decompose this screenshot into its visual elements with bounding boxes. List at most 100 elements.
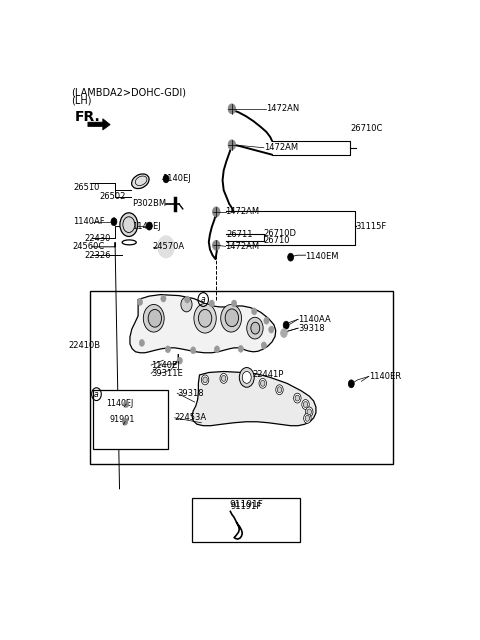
- Text: 26510: 26510: [73, 182, 99, 192]
- Circle shape: [213, 207, 220, 217]
- Text: 22410B: 22410B: [68, 341, 100, 350]
- Text: 26502: 26502: [99, 192, 125, 201]
- Circle shape: [209, 300, 215, 307]
- Circle shape: [215, 346, 219, 353]
- Circle shape: [294, 393, 301, 403]
- Circle shape: [137, 298, 143, 305]
- Text: 91191F: 91191F: [229, 500, 263, 509]
- Circle shape: [295, 395, 300, 401]
- Text: 22441P: 22441P: [252, 371, 284, 380]
- Circle shape: [225, 309, 239, 326]
- Circle shape: [305, 407, 313, 417]
- Circle shape: [304, 413, 311, 423]
- Circle shape: [165, 346, 170, 353]
- Circle shape: [242, 371, 251, 383]
- Circle shape: [283, 321, 289, 329]
- Text: FR.: FR.: [75, 110, 101, 124]
- Circle shape: [281, 328, 288, 337]
- Text: 26711: 26711: [227, 230, 253, 239]
- Circle shape: [220, 374, 228, 383]
- Circle shape: [240, 367, 254, 387]
- Bar: [90, 291, 393, 463]
- Text: 24560C: 24560C: [72, 243, 105, 252]
- Circle shape: [251, 322, 260, 334]
- Text: 1472AM: 1472AM: [264, 143, 298, 152]
- Circle shape: [264, 317, 269, 324]
- Circle shape: [228, 140, 236, 150]
- Circle shape: [221, 376, 226, 381]
- Text: 39318: 39318: [177, 388, 204, 397]
- Text: (LAMBDA2>DOHC-GDI): (LAMBDA2>DOHC-GDI): [71, 88, 186, 98]
- Ellipse shape: [132, 174, 149, 189]
- Polygon shape: [192, 371, 316, 426]
- Text: 1140AA: 1140AA: [298, 315, 331, 324]
- Circle shape: [307, 409, 312, 415]
- Circle shape: [261, 342, 266, 349]
- Circle shape: [269, 326, 274, 333]
- Circle shape: [277, 387, 282, 393]
- Polygon shape: [88, 118, 110, 130]
- Circle shape: [348, 380, 354, 388]
- Circle shape: [261, 380, 265, 387]
- Text: 91991: 91991: [109, 415, 135, 424]
- Text: 1472AN: 1472AN: [266, 104, 300, 113]
- Bar: [192, 498, 300, 543]
- Circle shape: [302, 399, 309, 410]
- Circle shape: [163, 175, 169, 183]
- Circle shape: [185, 296, 190, 303]
- Circle shape: [259, 378, 266, 388]
- Ellipse shape: [120, 213, 138, 236]
- Circle shape: [252, 308, 257, 315]
- Text: 26710D: 26710D: [264, 228, 297, 237]
- Circle shape: [305, 415, 310, 421]
- Text: (LH): (LH): [71, 95, 92, 105]
- Circle shape: [276, 385, 283, 395]
- Text: a: a: [94, 390, 99, 399]
- Circle shape: [158, 236, 174, 258]
- Text: 22430: 22430: [84, 234, 110, 243]
- Circle shape: [124, 401, 129, 408]
- Text: 1140EJ: 1140EJ: [162, 174, 191, 183]
- Text: P302BM: P302BM: [132, 200, 167, 209]
- Text: 31115F: 31115F: [356, 221, 387, 230]
- Polygon shape: [130, 294, 276, 353]
- Circle shape: [221, 305, 241, 332]
- Circle shape: [202, 375, 209, 385]
- Circle shape: [231, 300, 237, 307]
- Circle shape: [144, 305, 164, 332]
- Text: 22326: 22326: [84, 251, 111, 260]
- Circle shape: [203, 377, 207, 383]
- Circle shape: [198, 309, 212, 327]
- Circle shape: [177, 357, 182, 364]
- Circle shape: [228, 104, 236, 114]
- Circle shape: [288, 253, 294, 261]
- Text: 39318: 39318: [298, 324, 324, 333]
- Circle shape: [194, 303, 216, 333]
- Circle shape: [244, 377, 248, 383]
- Circle shape: [161, 295, 166, 302]
- Text: 1140ER: 1140ER: [369, 372, 401, 381]
- Text: 26710C: 26710C: [350, 124, 383, 133]
- Text: 1140AF: 1140AF: [73, 217, 105, 226]
- Circle shape: [181, 297, 192, 312]
- Text: 1140EJ: 1140EJ: [107, 399, 134, 408]
- Text: 24570A: 24570A: [152, 243, 184, 252]
- Text: 1140EJ: 1140EJ: [132, 221, 161, 230]
- Text: 1472AM: 1472AM: [226, 242, 260, 251]
- Text: 39311E: 39311E: [151, 369, 183, 378]
- Text: a: a: [201, 295, 205, 304]
- Text: 91191F: 91191F: [230, 502, 262, 511]
- Circle shape: [111, 218, 117, 226]
- Text: 1140EM: 1140EM: [305, 252, 339, 261]
- Text: 22453A: 22453A: [175, 413, 207, 422]
- Bar: [94, 390, 168, 449]
- Circle shape: [191, 347, 196, 354]
- Circle shape: [247, 317, 263, 339]
- Text: 26710: 26710: [264, 236, 290, 245]
- Circle shape: [213, 241, 220, 250]
- Circle shape: [303, 401, 308, 408]
- Circle shape: [148, 309, 162, 327]
- Circle shape: [139, 339, 144, 346]
- Circle shape: [122, 419, 128, 425]
- Text: 1140EJ: 1140EJ: [151, 360, 180, 369]
